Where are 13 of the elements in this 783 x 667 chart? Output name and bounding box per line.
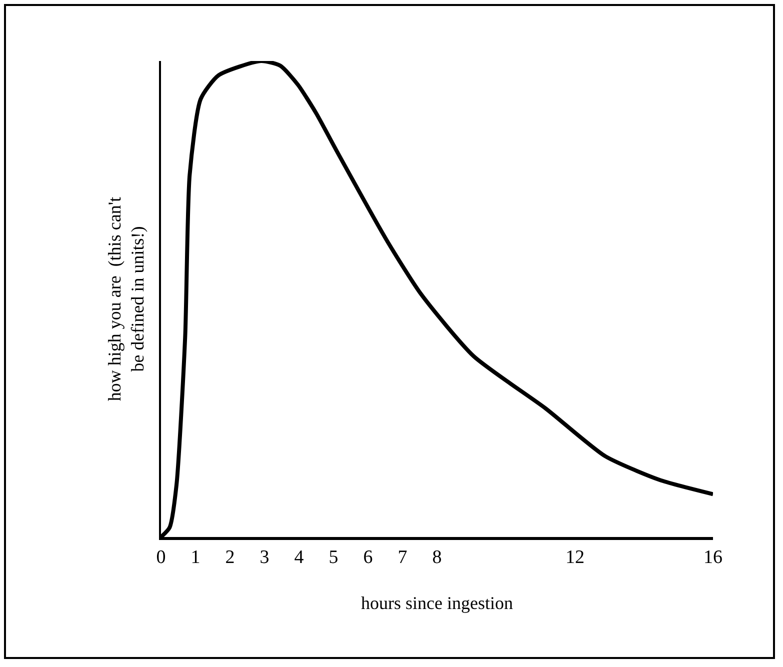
x-tick-label: 16 (704, 546, 722, 568)
x-tick-label: 1 (190, 546, 200, 568)
x-tick-label: 0 (156, 546, 166, 568)
x-tick-label: 3 (260, 546, 270, 568)
x-axis-title: hours since ingestion (361, 592, 513, 613)
x-tick-label: 7 (398, 546, 408, 568)
x-tick-label: 12 (566, 546, 584, 568)
x-tick-label: 6 (363, 546, 373, 568)
x-tick-label: 5 (328, 546, 338, 568)
x-tick-label: 2 (225, 546, 235, 568)
x-tick-label: 4 (294, 546, 304, 568)
y-axis-title: how high you are (this can't be defined in units!) (104, 196, 148, 402)
x-tick-label: 8 (432, 546, 442, 568)
